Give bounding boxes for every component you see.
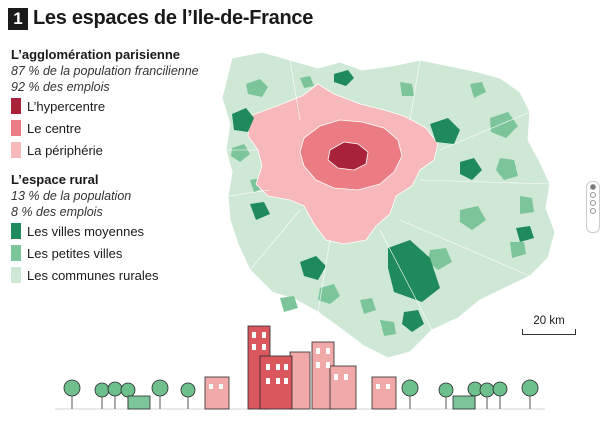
scale-bar-line (522, 329, 576, 335)
legend-rural-heading: L’espace rural (11, 172, 99, 187)
legend-agglo-population: 87 % de la population francilienne (11, 64, 199, 78)
pager-dot-2[interactable] (590, 192, 596, 198)
title: 1 Les espaces de l’Ile-de-France (8, 7, 313, 30)
title-text: Les espaces de l’Ile-de-France (33, 7, 314, 29)
legend-label: Les villes moyennes (27, 223, 145, 239)
legend-item-petites-villes: Les petites villes (11, 242, 226, 264)
legend-swatch (11, 98, 21, 114)
legend-label: La périphérie (27, 142, 103, 158)
legend-label: Les petites villes (27, 245, 123, 261)
skyline-illustration (55, 325, 545, 410)
legend-item-hypercentre: L’hypercentre (11, 95, 226, 117)
legend-swatch (11, 120, 21, 136)
legend-label: Le centre (27, 120, 82, 136)
legend-label: L’hypercentre (27, 98, 106, 114)
small-houses (127, 395, 476, 410)
commune-borders (226, 59, 551, 331)
legend-rural-population: 13 % de la population (11, 189, 132, 203)
legend-item-villes-moyennes: Les villes moyennes (11, 220, 226, 242)
small-towns (231, 76, 534, 336)
legend-agglo-jobs: 92 % des emplois (11, 80, 110, 94)
scale-label: 20 km (533, 315, 565, 327)
legend-item-communes-rurales: Les communes rurales (11, 264, 226, 286)
legend-agglo-heading: L’agglomération parisienne (11, 47, 181, 62)
legend-swatch (11, 245, 21, 261)
legend-item-peripherie: La périphérie (11, 139, 226, 161)
pager-dot-3[interactable] (590, 200, 596, 206)
legend-swatch (11, 142, 21, 158)
medium-towns (232, 70, 534, 332)
pager-dot-4[interactable] (590, 208, 596, 214)
legend-swatch (11, 223, 21, 239)
legend-label: Les communes rurales (27, 267, 159, 283)
legend-item-centre: Le centre (11, 117, 226, 139)
title-number: 1 (8, 7, 28, 30)
pager-dot-1[interactable] (590, 184, 596, 190)
building-windows (209, 332, 390, 389)
agglo-hypercentre (327, 141, 369, 171)
slide-pager[interactable] (586, 181, 600, 233)
scale-bar: 20 km (522, 315, 576, 335)
pink-buildings (204, 341, 397, 410)
legend: L’agglomération parisienne 87 % de la po… (11, 47, 226, 286)
legend-rural-jobs: 8 % des emplois (11, 205, 103, 219)
legend-swatch (11, 267, 21, 283)
trees (63, 379, 539, 409)
